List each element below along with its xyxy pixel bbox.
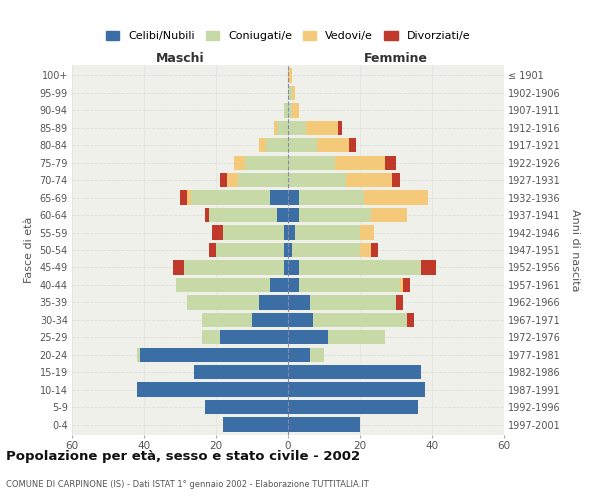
Bar xyxy=(400,278,403,292)
Bar xyxy=(180,190,187,205)
Bar xyxy=(288,330,328,344)
Legend: Celibi/Nubili, Coniugati/e, Vedovi/e, Divorziati/e: Celibi/Nubili, Coniugati/e, Vedovi/e, Di… xyxy=(101,26,475,46)
Bar xyxy=(259,295,288,310)
Bar xyxy=(274,120,277,135)
Bar xyxy=(284,103,288,118)
Bar xyxy=(288,400,418,414)
Bar xyxy=(295,226,360,239)
Bar xyxy=(209,243,216,257)
Bar xyxy=(299,208,371,222)
Bar xyxy=(288,243,292,257)
Y-axis label: Fasce di età: Fasce di età xyxy=(24,217,34,283)
Bar xyxy=(176,278,270,292)
Bar xyxy=(284,243,288,257)
Bar xyxy=(277,208,288,222)
Bar xyxy=(202,330,220,344)
Bar xyxy=(317,138,349,152)
Bar xyxy=(292,243,360,257)
Bar xyxy=(288,156,335,170)
Bar xyxy=(299,260,421,274)
Text: Maschi: Maschi xyxy=(155,52,205,65)
Bar xyxy=(187,295,259,310)
Bar xyxy=(191,190,270,205)
Bar xyxy=(137,382,288,397)
Bar xyxy=(223,226,284,239)
Text: Femmine: Femmine xyxy=(364,52,428,65)
Bar xyxy=(288,120,306,135)
Bar xyxy=(364,190,428,205)
Bar xyxy=(288,173,346,188)
Bar xyxy=(349,138,356,152)
Bar xyxy=(338,120,342,135)
Bar xyxy=(194,365,288,380)
Bar xyxy=(205,400,288,414)
Bar xyxy=(313,312,407,327)
Bar xyxy=(140,348,288,362)
Bar xyxy=(270,278,288,292)
Text: COMUNE DI CARPINONE (IS) - Dati ISTAT 1° gennaio 2002 - Elaborazione TUTTITALIA.: COMUNE DI CARPINONE (IS) - Dati ISTAT 1°… xyxy=(6,480,369,489)
Bar xyxy=(288,348,310,362)
Bar xyxy=(288,295,310,310)
Bar xyxy=(385,156,396,170)
Bar xyxy=(284,260,288,274)
Bar xyxy=(288,190,299,205)
Bar xyxy=(212,226,223,239)
Bar xyxy=(288,138,317,152)
Bar xyxy=(299,278,400,292)
Bar xyxy=(288,103,292,118)
Bar xyxy=(220,330,288,344)
Bar xyxy=(205,208,209,222)
Bar xyxy=(284,226,288,239)
Bar xyxy=(288,278,299,292)
Bar xyxy=(227,173,238,188)
Text: Popolazione per età, sesso e stato civile - 2002: Popolazione per età, sesso e stato civil… xyxy=(6,450,360,463)
Bar xyxy=(266,138,288,152)
Bar xyxy=(288,260,299,274)
Bar xyxy=(335,156,385,170)
Bar xyxy=(421,260,436,274)
Y-axis label: Anni di nascita: Anni di nascita xyxy=(571,209,580,291)
Bar xyxy=(371,243,378,257)
Bar xyxy=(288,382,425,397)
Bar xyxy=(187,190,191,205)
Bar xyxy=(299,190,364,205)
Bar xyxy=(396,295,403,310)
Bar xyxy=(360,243,371,257)
Bar xyxy=(223,418,288,432)
Bar xyxy=(137,348,140,362)
Bar xyxy=(288,86,292,100)
Bar xyxy=(392,173,400,188)
Bar xyxy=(360,226,374,239)
Bar xyxy=(292,103,299,118)
Bar xyxy=(371,208,407,222)
Bar xyxy=(288,208,299,222)
Bar xyxy=(270,190,288,205)
Bar xyxy=(288,418,360,432)
Bar xyxy=(310,295,396,310)
Bar xyxy=(277,120,288,135)
Bar xyxy=(288,68,292,82)
Bar xyxy=(259,138,266,152)
Bar xyxy=(288,312,313,327)
Bar xyxy=(202,312,252,327)
Bar xyxy=(252,312,288,327)
Bar xyxy=(209,208,277,222)
Bar xyxy=(238,173,288,188)
Bar xyxy=(292,86,295,100)
Bar xyxy=(245,156,288,170)
Bar xyxy=(328,330,385,344)
Bar xyxy=(346,173,392,188)
Bar xyxy=(288,365,421,380)
Bar xyxy=(216,243,284,257)
Bar xyxy=(310,348,324,362)
Bar xyxy=(407,312,414,327)
Bar xyxy=(234,156,245,170)
Bar xyxy=(403,278,410,292)
Bar xyxy=(306,120,338,135)
Bar xyxy=(288,226,295,239)
Bar xyxy=(173,260,184,274)
Bar xyxy=(184,260,284,274)
Bar xyxy=(220,173,227,188)
